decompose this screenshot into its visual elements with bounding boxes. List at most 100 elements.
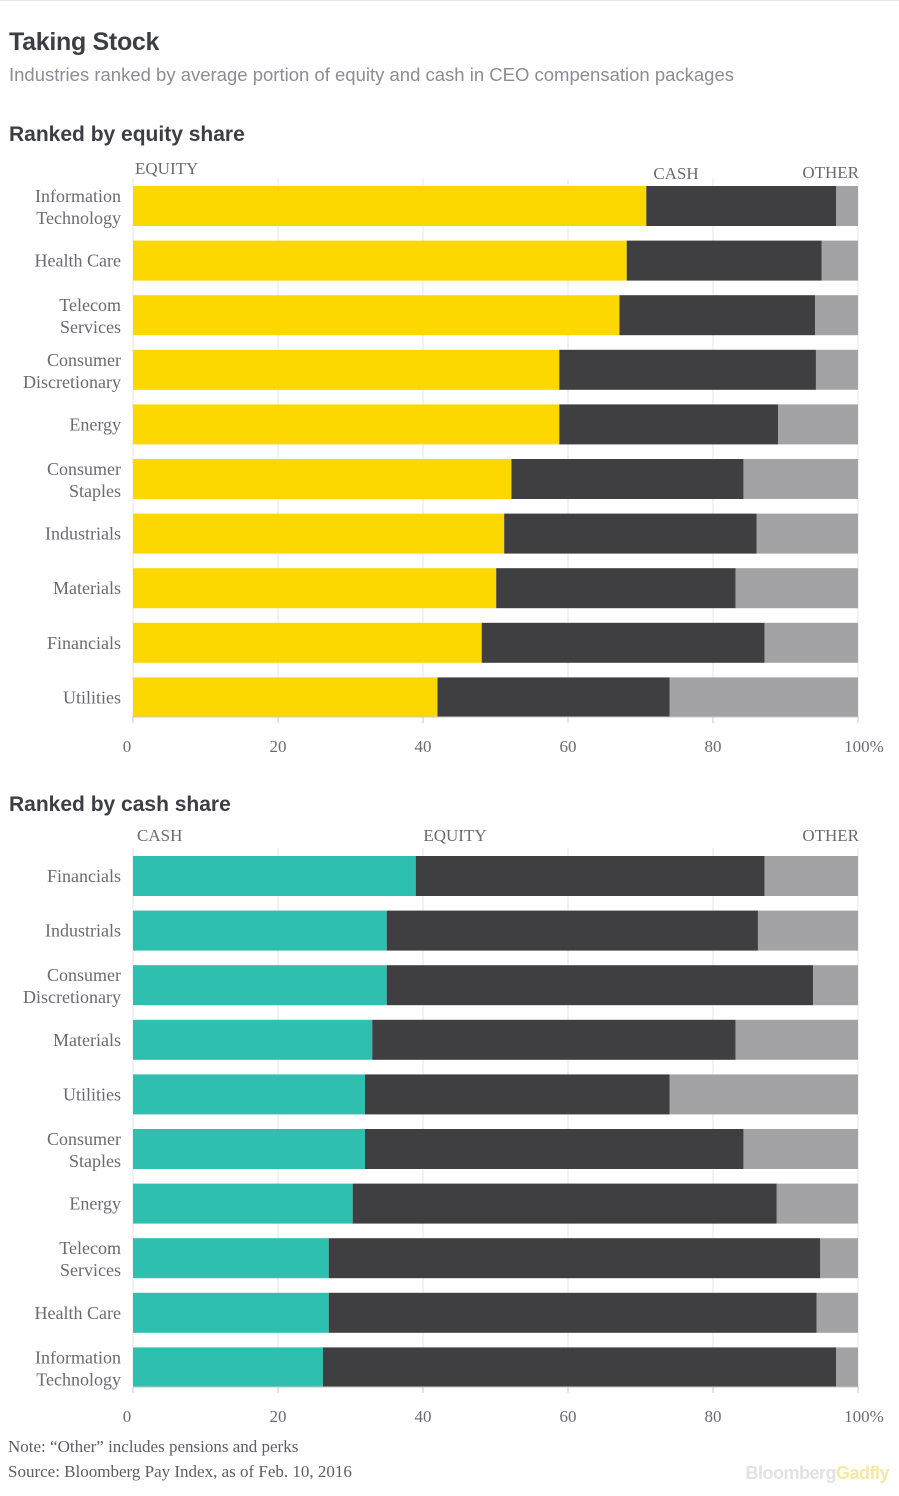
bar-cash-industrials — [504, 513, 757, 554]
category-label-line: Consumer — [47, 459, 121, 479]
bar-other-information-technology — [836, 1347, 858, 1388]
category-label-line: Telecom — [59, 295, 121, 315]
category-label-consumer-staples: Consumer Staples — [47, 1129, 121, 1171]
cash-share-chart: CASH EQUITY OTHER Financials Industrials Cons… — [23, 826, 884, 1426]
bar-cash-consumer-discretionary — [133, 965, 387, 1006]
category-label-line: Staples — [69, 1151, 121, 1171]
bar-equity-consumer-discretionary — [386, 965, 814, 1006]
bar-equity-utilities — [365, 1074, 670, 1115]
bar-cash-financials — [481, 622, 765, 663]
bar-other-industrials — [756, 513, 858, 554]
bar-other-materials — [735, 1019, 858, 1060]
category-label-energy: Energy — [69, 414, 121, 434]
bar-cash-consumer-discretionary — [559, 349, 816, 390]
bar-other-financials — [764, 856, 858, 896]
bar-other-health-care — [821, 240, 858, 281]
bar-equity-consumer-staples — [365, 1129, 744, 1169]
category-label-financials: Financials — [47, 633, 121, 653]
bar-cash-telecom-services — [133, 1238, 329, 1279]
category-label-health-care: Health Care — [35, 1303, 121, 1323]
bar-other-health-care — [816, 1292, 858, 1333]
series-label-cash: CASH — [653, 164, 698, 183]
bar-other-consumer-discretionary — [813, 965, 858, 1006]
series-label-other: OTHER — [802, 826, 859, 845]
source-note: Source: Bloomberg Pay Index, as of Feb. … — [8, 1462, 352, 1481]
bar-equity-materials — [372, 1019, 736, 1060]
bar-equity-financials — [133, 622, 482, 663]
bar-cash-consumer-staples — [511, 459, 744, 499]
category-label-industrials: Industrials — [45, 921, 121, 941]
bar-other-telecom-services — [815, 295, 858, 336]
x-tick-label: 0 — [123, 1407, 132, 1426]
series-label-other: OTHER — [802, 163, 859, 182]
bar-equity-materials — [133, 568, 497, 609]
bar-other-utilities — [669, 1074, 858, 1115]
bar-other-telecom-services — [820, 1238, 858, 1279]
bar-cash-materials — [496, 568, 736, 609]
category-label-line: Staples — [69, 481, 121, 501]
x-tick-label: 20 — [270, 1407, 287, 1426]
bar-equity-information-technology — [133, 186, 647, 226]
category-label-line: Discretionary — [23, 372, 121, 392]
category-label-information-technology: Information Technology — [35, 1347, 121, 1389]
footnote: Note: “Other” includes pensions and perk… — [8, 1437, 299, 1456]
category-label-consumer-discretionary: Consumer Discretionary — [23, 350, 121, 392]
x-tick-label: 80 — [705, 1407, 722, 1426]
bar-cash-financials — [133, 856, 416, 896]
bar-cash-materials — [133, 1019, 373, 1060]
category-label-line: Consumer — [47, 350, 121, 370]
series-label-equity: EQUITY — [135, 159, 198, 178]
bar-equity-energy — [352, 1183, 777, 1224]
bar-equity-health-care — [133, 240, 627, 281]
category-label-line: Consumer — [47, 965, 121, 985]
bar-other-consumer-discretionary — [815, 349, 858, 390]
series-label-equity: EQUITY — [423, 826, 486, 845]
x-tick-label: 40 — [415, 1407, 432, 1426]
bar-equity-telecom-services — [133, 295, 620, 336]
category-label-information-technology: Information Technology — [35, 186, 121, 228]
bar-cash-industrials — [133, 910, 387, 951]
bar-cash-telecom-services — [619, 295, 816, 336]
bar-cash-health-care — [626, 240, 822, 281]
bar-equity-health-care — [328, 1292, 817, 1333]
bar-cash-utilities — [437, 677, 670, 718]
bar-other-energy — [778, 404, 858, 445]
category-label-materials: Materials — [53, 1030, 121, 1050]
bar-other-materials — [735, 568, 858, 609]
category-label-consumer-discretionary: Consumer Discretionary — [23, 965, 121, 1007]
bar-cash-utilities — [133, 1074, 365, 1115]
bar-cash-energy — [559, 404, 779, 445]
bar-equity-telecom-services — [328, 1238, 821, 1279]
chart-subtitle: Industries ranked by average portion of … — [9, 64, 735, 85]
bar-cash-information-technology — [646, 186, 837, 226]
x-tick-label: 40 — [415, 737, 432, 756]
cash-section-title: Ranked by cash share — [9, 793, 231, 816]
bar-cash-health-care — [133, 1292, 329, 1333]
bar-equity-industrials — [133, 513, 505, 554]
category-label-financials: Financials — [47, 866, 121, 886]
bar-cash-consumer-staples — [133, 1129, 365, 1169]
x-tick-label: 100% — [844, 1407, 884, 1426]
category-label-line: Information — [35, 1347, 121, 1367]
category-label-line: Services — [60, 1260, 121, 1280]
bar-equity-consumer-staples — [133, 459, 512, 499]
bar-equity-financials — [415, 856, 765, 896]
x-tick-label: 60 — [560, 737, 577, 756]
bar-cash-information-technology — [133, 1347, 323, 1388]
category-label-utilities: Utilities — [63, 687, 121, 707]
bar-other-consumer-staples — [743, 459, 858, 499]
x-tick-label: 100% — [844, 737, 884, 756]
category-label-line: Discretionary — [23, 987, 121, 1007]
bar-equity-industrials — [386, 910, 758, 951]
brand-logo: BloombergGadfly — [745, 1463, 889, 1483]
bar-cash-energy — [133, 1183, 353, 1224]
bar-other-energy — [776, 1183, 858, 1224]
category-label-line: Information — [35, 186, 121, 206]
equity-share-chart: EQUITY CASH OTHER Information Technology Heal… — [23, 159, 884, 756]
x-tick-label: 0 — [123, 737, 132, 756]
bar-equity-consumer-discretionary — [133, 349, 560, 390]
category-label-line: Technology — [36, 1369, 121, 1389]
category-label-energy: Energy — [69, 1194, 121, 1214]
equity-section-title: Ranked by equity share — [9, 123, 245, 146]
bar-other-information-technology — [836, 186, 858, 226]
